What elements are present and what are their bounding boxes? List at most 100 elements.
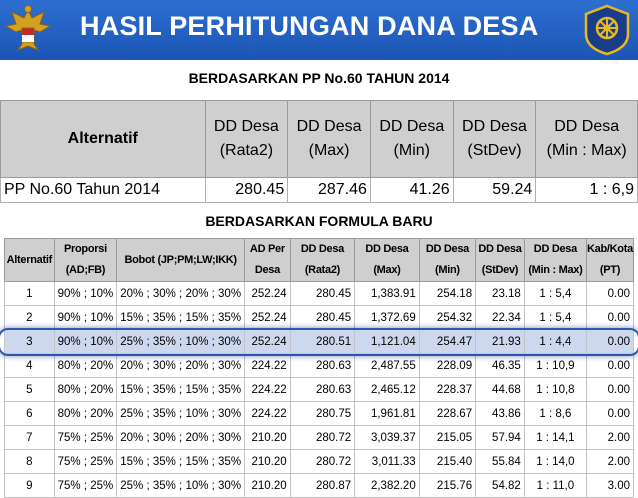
table-cell: 280.75 bbox=[289, 401, 356, 426]
table-cell: 1,121.04 bbox=[354, 329, 420, 354]
table-cell: 254.47 bbox=[418, 329, 477, 354]
table-cell: 1,383.91 bbox=[354, 281, 420, 306]
table-cell: 5 bbox=[4, 377, 55, 402]
column-header: AD Per Desa bbox=[244, 238, 291, 282]
column-header: DD Desa (StDev) bbox=[475, 238, 525, 282]
header-label: (PT) bbox=[599, 264, 621, 276]
section2-title: BERDASARKAN FORMULA BARU bbox=[205, 213, 433, 229]
table-cell: 4 bbox=[4, 353, 55, 378]
table-cell: 20% ; 30% ; 20% ; 30% bbox=[116, 281, 246, 306]
table-cell: 43.86 bbox=[475, 401, 525, 426]
column-header: DD Desa (StDev) bbox=[452, 100, 537, 178]
table-cell: 1 : 5,4 bbox=[523, 305, 587, 330]
table-cell: 59.24 bbox=[452, 177, 537, 203]
header-label: (Max) bbox=[373, 264, 401, 276]
table-cell: 15% ; 35% ; 15% ; 35% bbox=[116, 305, 246, 330]
table-cell: 1 : 10,8 bbox=[523, 377, 587, 402]
table-cell: 3.00 bbox=[585, 473, 635, 498]
header-label: Desa bbox=[254, 264, 280, 276]
header-label: DD Desa bbox=[554, 118, 620, 135]
header-label: Bobot (JP;PM;LW;IKK) bbox=[124, 253, 237, 266]
column-header: Alternatif bbox=[0, 100, 206, 178]
table-cell: 2.00 bbox=[585, 425, 635, 450]
table-cell: 57.94 bbox=[475, 425, 525, 450]
header-label: (Min : Max) bbox=[546, 142, 627, 159]
column-header: Kab/Kota (PT) bbox=[585, 238, 635, 282]
table-cell: 44.68 bbox=[475, 377, 525, 402]
table-row: 8 75% ; 25% 15% ; 35% ; 15% ; 35% 210.20 280… bbox=[4, 449, 635, 474]
table-cell: 20% ; 30% ; 20% ; 30% bbox=[116, 353, 246, 378]
column-header: DD Desa (Min) bbox=[369, 100, 454, 178]
header-label: DD Desa bbox=[296, 118, 362, 135]
table-cell: 215.76 bbox=[418, 473, 477, 498]
table-cell: 1 : 6,9 bbox=[535, 177, 638, 203]
table-cell: 25% ; 35% ; 10% ; 30% bbox=[116, 473, 246, 498]
table-cell: 1,372.69 bbox=[354, 305, 420, 330]
table-cell: 22.34 bbox=[475, 305, 525, 330]
header-label: AD Per bbox=[249, 243, 285, 255]
table-cell: 75% ; 25% bbox=[53, 425, 118, 450]
header-label: Alternatif bbox=[67, 130, 138, 147]
column-header: Proporsi (AD;FB) bbox=[53, 238, 118, 282]
table-cell: 80% ; 20% bbox=[53, 377, 118, 402]
table-row: 5 80% ; 20% 15% ; 35% ; 15% ; 35% 224.22 280… bbox=[4, 377, 635, 402]
header-label: (Min : Max) bbox=[528, 264, 583, 276]
table-cell: 15% ; 35% ; 15% ; 35% bbox=[116, 449, 246, 474]
table-row: 7 75% ; 25% 20% ; 30% ; 20% ; 30% 210.20 280… bbox=[4, 425, 635, 450]
table-cell: 224.22 bbox=[244, 401, 291, 426]
header-label: (Min) bbox=[393, 142, 430, 159]
table-cell: 46.35 bbox=[475, 353, 525, 378]
column-header: DD Desa (Max) bbox=[354, 238, 420, 282]
table-cell: 55.84 bbox=[475, 449, 525, 474]
table-cell: 228.67 bbox=[418, 401, 477, 426]
table-cell: 252.24 bbox=[244, 305, 291, 330]
table-cell: 25% ; 35% ; 10% ; 30% bbox=[116, 401, 246, 426]
header-label: Alternatif bbox=[6, 253, 53, 266]
table-cell: 80% ; 20% bbox=[53, 401, 118, 426]
table-row: 1 90% ; 10% 20% ; 30% ; 20% ; 30% 252.24 280… bbox=[4, 281, 635, 306]
header-label: (Max) bbox=[308, 142, 350, 159]
header-label: DD Desa bbox=[379, 118, 445, 135]
table-cell: 80% ; 20% bbox=[53, 353, 118, 378]
table-cell: 90% ; 10% bbox=[53, 305, 118, 330]
table-cell: 280.45 bbox=[289, 281, 356, 306]
table-row: PP No.60 Tahun 2014 280.45 287.46 41.26 59.2… bbox=[0, 177, 638, 203]
table-cell: 1 : 10,9 bbox=[523, 353, 587, 378]
table-cell: 3 bbox=[4, 329, 55, 354]
table-cell: 90% ; 10% bbox=[53, 281, 118, 306]
table-cell: 7 bbox=[4, 425, 55, 450]
table-cell: 0.00 bbox=[585, 401, 635, 426]
table-cell: 20% ; 30% ; 20% ; 30% bbox=[116, 425, 246, 450]
column-header: DD Desa (Min : Max) bbox=[523, 238, 587, 282]
pp60-table: Alternatif DD Desa (Rata2) DD Desa (Max) DD D… bbox=[0, 100, 638, 203]
table-cell: 215.40 bbox=[418, 449, 477, 474]
header-label: DD Desa bbox=[213, 118, 279, 135]
table-cell: 1 : 5,4 bbox=[523, 281, 587, 306]
table-cell: 280.72 bbox=[289, 449, 356, 474]
table-cell: 1 : 4,4 bbox=[523, 329, 587, 354]
table-row: 2 90% ; 10% 15% ; 35% ; 15% ; 35% 252.24 280… bbox=[4, 305, 635, 330]
table-cell: PP No.60 Tahun 2014 bbox=[0, 177, 206, 203]
formula-baru-table: Alternatif Proporsi (AD;FB) Bobot (JP;PM;LW… bbox=[4, 238, 635, 498]
header-bar: HASIL PERHITUNGAN DANA DESA bbox=[0, 0, 638, 60]
page-title: HASIL PERHITUNGAN DANA DESA bbox=[80, 11, 539, 41]
table-cell: 75% ; 25% bbox=[53, 449, 118, 474]
table-cell: 1 : 11,0 bbox=[523, 473, 587, 498]
column-header: DD Desa (Rata2) bbox=[204, 100, 289, 178]
table-cell: 280.87 bbox=[289, 473, 356, 498]
ministry-logo-icon bbox=[584, 4, 630, 56]
table-cell: 1 bbox=[4, 281, 55, 306]
table-row: 3 90% ; 10% 25% ; 35% ; 10% ; 30% 252.24 280… bbox=[4, 329, 635, 354]
table-cell: 0.00 bbox=[585, 377, 635, 402]
table-cell: 224.22 bbox=[244, 377, 291, 402]
table-row: 6 80% ; 20% 25% ; 35% ; 10% ; 30% 224.22 280… bbox=[4, 401, 635, 426]
table-cell: 210.20 bbox=[244, 473, 291, 498]
table-cell: 54.82 bbox=[475, 473, 525, 498]
column-header: Alternatif bbox=[4, 238, 55, 282]
table-cell: 280.63 bbox=[289, 353, 356, 378]
table-cell: 280.51 bbox=[289, 329, 356, 354]
header-label: (StDev) bbox=[481, 264, 519, 276]
table-cell: 3,011.33 bbox=[354, 449, 420, 474]
garuda-emblem-icon bbox=[4, 5, 52, 52]
table-cell: 0.00 bbox=[585, 329, 635, 354]
